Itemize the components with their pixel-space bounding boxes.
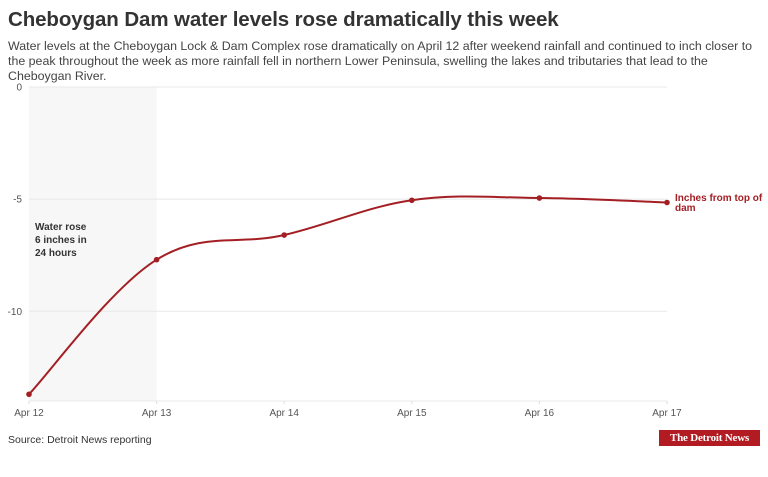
y-axis-ticks: 0 -5 -10: [8, 83, 23, 318]
detroit-news-logo: The Detroit News: [659, 430, 760, 446]
x-tick-label: Apr 14: [269, 408, 299, 419]
x-tick-label: Apr 12: [14, 408, 44, 419]
data-point: [153, 256, 160, 263]
data-point: [26, 391, 32, 398]
x-tick-label: Apr 13: [142, 408, 172, 419]
y-tick-label: -5: [13, 195, 22, 206]
x-tick-label: Apr 15: [397, 408, 427, 419]
series-points: [26, 195, 670, 398]
y-tick-label: -10: [8, 307, 23, 318]
chart-title: Cheboygan Dam water levels rose dramatic…: [8, 8, 559, 31]
annotation-line: 6 inches in: [35, 235, 87, 246]
annotation-line: 24 hours: [35, 248, 77, 259]
x-axis-ticks: Apr 12 Apr 13 Apr 14 Apr 15 Apr 16 Apr 17: [14, 401, 682, 419]
source-note: Source: Detroit News reporting: [8, 434, 152, 446]
highlight-band: [29, 87, 157, 401]
data-point: [664, 199, 670, 206]
series-label-line: dam: [675, 203, 696, 214]
gridlines: [29, 86, 667, 402]
data-point: [536, 195, 543, 201]
series-label-line: Inches from top of: [675, 193, 763, 204]
x-tick-label: Apr 17: [652, 408, 682, 419]
y-tick-label: 0: [16, 83, 22, 94]
x-tick-label: Apr 16: [525, 408, 555, 419]
annotation-line: Water rose: [35, 222, 87, 233]
data-point: [409, 197, 415, 204]
chart-subtitle: Water levels at the Cheboygan Lock & Dam…: [8, 39, 753, 83]
series-line: [28, 195, 668, 395]
data-point: [281, 232, 288, 238]
annotation: Water rose 6 inches in 24 hours: [35, 222, 87, 259]
